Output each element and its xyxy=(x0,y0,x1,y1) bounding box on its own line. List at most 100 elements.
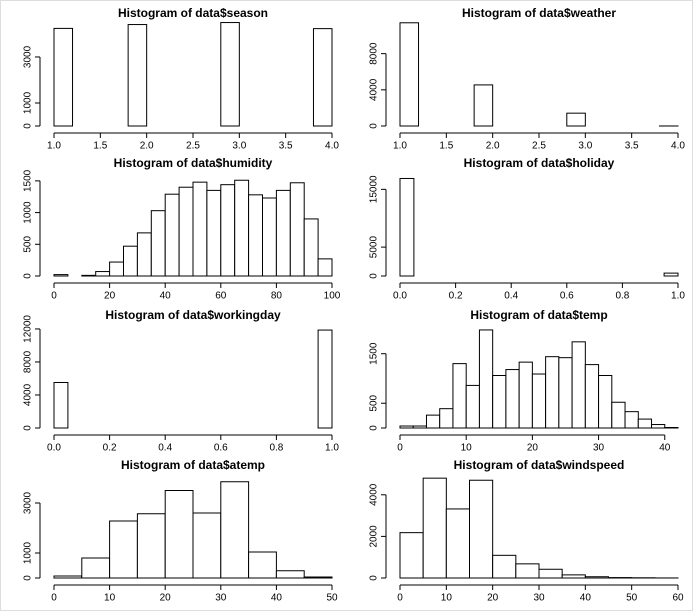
bar xyxy=(452,363,467,429)
bar xyxy=(136,513,166,579)
bar xyxy=(531,373,547,429)
y-tick-label: 1000 xyxy=(23,91,34,114)
bar xyxy=(53,274,69,277)
bar xyxy=(478,329,494,429)
bar xyxy=(492,375,507,429)
bar xyxy=(164,193,180,277)
y-tick-label: 0 xyxy=(369,273,380,279)
chart-title: Histogram of data$temp xyxy=(470,308,607,322)
bar xyxy=(425,414,441,429)
y-tick-label: 8000 xyxy=(23,350,34,373)
bar xyxy=(422,477,447,579)
bar xyxy=(584,576,609,579)
chart-title: Histogram of data$weather xyxy=(462,6,616,20)
x-tick-label: 0.2 xyxy=(103,443,117,454)
bar xyxy=(95,271,111,277)
bar xyxy=(109,520,138,579)
x-tick-label: 30 xyxy=(215,593,227,604)
bar xyxy=(178,186,194,277)
bar xyxy=(412,425,427,429)
y-tick-label: 3000 xyxy=(23,491,34,514)
x-tick-label: 0.6 xyxy=(214,443,228,454)
bar xyxy=(192,512,222,579)
bar xyxy=(220,22,240,127)
y-tick-label: 2000 xyxy=(369,525,380,548)
bar xyxy=(651,424,666,429)
bar xyxy=(234,179,250,277)
bar xyxy=(192,181,208,277)
x-tick-label: 20 xyxy=(160,593,172,604)
x-tick-label: 0 xyxy=(51,291,57,302)
bar xyxy=(399,532,424,579)
chart-title: Histogram of data$atemp xyxy=(121,458,265,472)
x-tick-label: 1.0 xyxy=(47,141,61,152)
x-tick-label: 100 xyxy=(324,291,341,302)
bar xyxy=(109,261,124,277)
bar xyxy=(206,189,222,277)
x-tick-label: 40 xyxy=(580,593,592,604)
x-tick-label: 3.5 xyxy=(279,141,293,152)
bar xyxy=(81,557,111,579)
y-tick-label: 1000 xyxy=(23,201,34,224)
bar xyxy=(317,329,333,429)
bar xyxy=(566,112,586,127)
bar xyxy=(53,381,69,429)
x-tick-label: 3.5 xyxy=(625,141,639,152)
bar xyxy=(439,408,454,429)
x-tick-label: 0.8 xyxy=(269,443,283,454)
bar xyxy=(303,576,333,579)
bar xyxy=(598,375,613,429)
x-tick-label: 0.0 xyxy=(393,291,407,302)
y-tick-label: 1500 xyxy=(369,342,380,365)
bar xyxy=(127,24,148,127)
chart-title: Histogram of data$workingday xyxy=(105,308,281,322)
y-tick-label: 0 xyxy=(23,273,34,279)
y-tick-label: 1500 xyxy=(23,169,34,192)
x-tick-label: 0 xyxy=(397,443,403,454)
x-tick-label: 50 xyxy=(626,593,638,604)
x-tick-label: 40 xyxy=(659,443,671,454)
bar xyxy=(561,574,586,579)
bar xyxy=(317,258,333,277)
bar xyxy=(518,361,533,429)
x-tick-label: 1.0 xyxy=(393,141,407,152)
bar xyxy=(558,357,573,429)
bar xyxy=(220,481,250,579)
bar xyxy=(262,197,277,277)
bar xyxy=(505,369,520,429)
y-tick-label: 12000 xyxy=(23,315,34,343)
bar xyxy=(164,490,194,579)
bar xyxy=(473,84,494,127)
x-tick-label: 50 xyxy=(326,593,338,604)
x-tick-label: 0.6 xyxy=(560,291,574,302)
chart-title: Histogram of data$humidity xyxy=(114,156,273,170)
y-tick-label: 0 xyxy=(23,123,34,129)
y-tick-label: 4000 xyxy=(23,383,34,406)
chart-title: Histogram of data$season xyxy=(118,6,268,20)
x-tick-label: 2.0 xyxy=(140,141,154,152)
x-tick-label: 60 xyxy=(672,593,684,604)
x-tick-label: 0.4 xyxy=(158,443,172,454)
x-tick-label: 40 xyxy=(271,593,283,604)
x-tick-label: 60 xyxy=(215,291,227,302)
x-tick-label: 30 xyxy=(593,443,605,454)
x-tick-label: 2.5 xyxy=(532,141,546,152)
y-tick-label: 15000 xyxy=(369,175,380,203)
y-tick-label: 500 xyxy=(369,394,380,411)
bar xyxy=(469,479,494,579)
bar xyxy=(248,194,264,277)
y-tick-label: 4000 xyxy=(369,78,380,101)
bar xyxy=(399,177,415,277)
bar xyxy=(515,563,540,579)
x-tick-label: 40 xyxy=(160,291,172,302)
bar xyxy=(465,384,480,429)
x-tick-label: 1.0 xyxy=(325,443,339,454)
x-tick-label: 10 xyxy=(461,443,473,454)
y-tick-label: 1000 xyxy=(23,541,34,564)
y-tick-label: 3000 xyxy=(23,45,34,68)
bar xyxy=(248,551,277,579)
bar xyxy=(53,27,74,127)
x-tick-label: 1.5 xyxy=(439,141,453,152)
